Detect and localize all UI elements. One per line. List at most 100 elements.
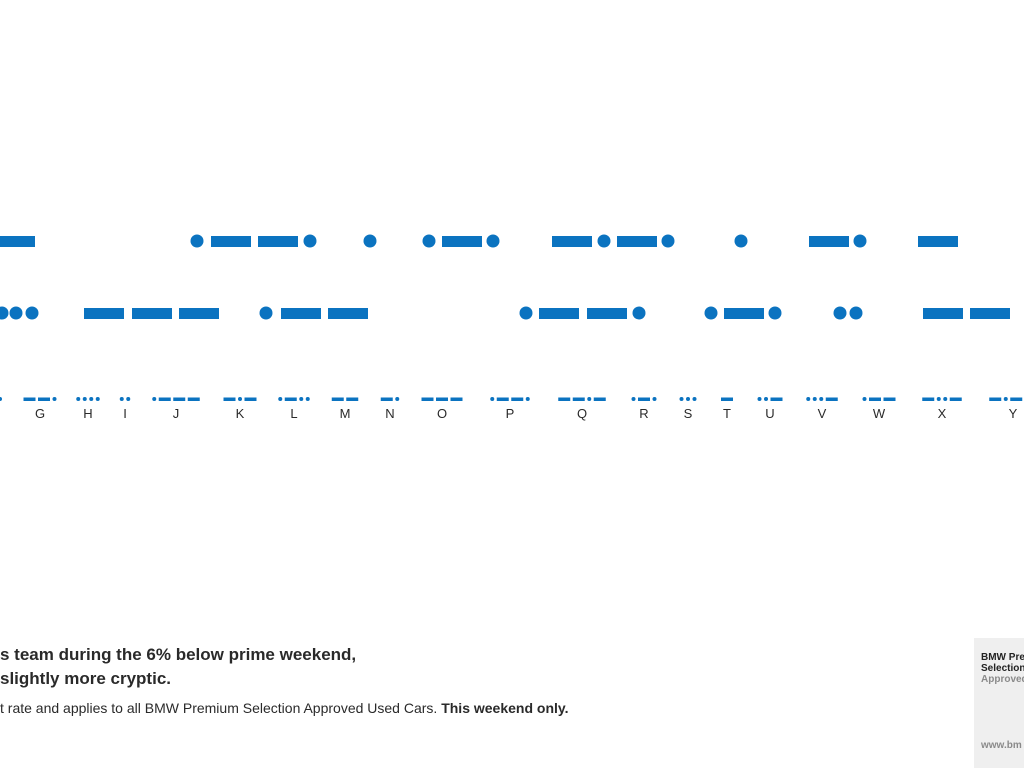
morse-dot bbox=[25, 306, 39, 320]
legend-letter-m: M bbox=[339, 406, 351, 421]
morse-dot bbox=[632, 306, 646, 320]
morse-dash bbox=[809, 236, 849, 247]
morse-dot bbox=[734, 234, 748, 248]
legend-dot bbox=[764, 397, 768, 401]
morse-dot bbox=[704, 306, 718, 320]
morse-dot bbox=[849, 306, 863, 320]
legend-dash bbox=[436, 397, 448, 401]
legend-dash bbox=[989, 397, 1002, 401]
legend-dot bbox=[126, 397, 131, 401]
brand-url: www.bm bbox=[981, 740, 1022, 751]
legend-letter-h: H bbox=[83, 406, 93, 421]
morse-dash bbox=[918, 236, 958, 247]
morse-dash bbox=[587, 308, 627, 319]
legend-dot bbox=[0, 397, 2, 401]
legend-dot bbox=[152, 397, 157, 401]
morse-dash bbox=[724, 308, 764, 319]
legend-dash bbox=[173, 397, 186, 401]
legend-letter-g: G bbox=[34, 406, 46, 421]
legend-dash bbox=[572, 397, 585, 401]
legend-dot bbox=[862, 397, 867, 401]
legend-dash bbox=[331, 397, 344, 401]
legend-dash bbox=[496, 397, 509, 401]
legend-dot bbox=[278, 397, 283, 401]
legend-dot bbox=[525, 397, 530, 401]
morse-dot bbox=[259, 306, 273, 320]
brand-line-2: Selection bbox=[981, 663, 1024, 674]
legend-dot bbox=[936, 397, 941, 401]
bmw-brand-panel: BMW Pre Selection Approved www.bm bbox=[974, 638, 1024, 768]
legend-letter-k: K bbox=[235, 406, 245, 421]
morse-dash bbox=[442, 236, 482, 247]
offer-emphasis: This weekend only. bbox=[441, 700, 569, 716]
legend-letter-j: J bbox=[172, 406, 180, 421]
legend-dash bbox=[380, 397, 393, 401]
legend-letter-x: X bbox=[937, 406, 947, 421]
legend-dash bbox=[421, 397, 434, 401]
morse-dash bbox=[328, 308, 368, 319]
legend-letter-v: V bbox=[817, 406, 827, 421]
legend-letter-t: T bbox=[723, 406, 731, 421]
legend-dash bbox=[883, 397, 896, 401]
legend-dash bbox=[949, 397, 962, 401]
morse-dot bbox=[661, 234, 675, 248]
legend-dash bbox=[223, 397, 236, 401]
legend-dot bbox=[652, 397, 657, 401]
legend-dot bbox=[490, 397, 495, 401]
legend-dot bbox=[757, 397, 762, 401]
morse-dot bbox=[303, 234, 317, 248]
morse-dash bbox=[84, 308, 124, 319]
legend-dash bbox=[922, 397, 935, 401]
legend-letter-p: P bbox=[505, 406, 515, 421]
legend-dot bbox=[76, 397, 81, 401]
legend-dot bbox=[52, 397, 57, 401]
morse-dash bbox=[539, 308, 579, 319]
morse-dash bbox=[617, 236, 657, 247]
legend-dot bbox=[692, 397, 697, 401]
legend-dot bbox=[812, 397, 817, 401]
morse-dash bbox=[258, 236, 298, 247]
morse-dash bbox=[211, 236, 251, 247]
legend-dash bbox=[244, 397, 257, 401]
legend-letter-q: Q bbox=[576, 406, 588, 421]
legend-dot bbox=[587, 397, 592, 401]
morse-dash bbox=[179, 308, 219, 319]
legend-dash bbox=[187, 397, 200, 401]
legend-dash bbox=[593, 397, 606, 401]
morse-dash bbox=[132, 308, 172, 319]
legend-letter-w: W bbox=[872, 406, 886, 421]
morse-dash bbox=[970, 308, 1010, 319]
morse-dot bbox=[486, 234, 500, 248]
legend-letter-u: U bbox=[765, 406, 775, 421]
offer-description: t rate and applies to all BMW Premium Se… bbox=[0, 700, 438, 716]
legend-dot bbox=[1003, 397, 1008, 401]
headline-line-1: s team during the 6% below prime weekend… bbox=[0, 645, 357, 664]
legend-dash bbox=[721, 397, 733, 401]
legend-dot bbox=[299, 397, 304, 401]
legend-letter-r: R bbox=[639, 406, 649, 421]
legend-dash bbox=[450, 397, 463, 401]
legend-dash bbox=[825, 397, 838, 401]
legend-letter-i: I bbox=[123, 406, 127, 421]
morse-dot bbox=[363, 234, 377, 248]
legend-letter-o: O bbox=[436, 406, 448, 421]
legend-letter-y: Y bbox=[1008, 406, 1018, 421]
morse-dot bbox=[519, 306, 533, 320]
morse-dash bbox=[281, 308, 321, 319]
legend-dash bbox=[1010, 397, 1023, 401]
morse-dot bbox=[853, 234, 867, 248]
legend-letter-n: N bbox=[385, 406, 395, 421]
brand-line-1: BMW Pre bbox=[981, 652, 1024, 663]
morse-code-graphic bbox=[0, 234, 1023, 401]
morse-dot bbox=[0, 306, 9, 320]
legend-dot bbox=[631, 397, 636, 401]
legend-dot bbox=[119, 397, 124, 401]
legend-dash bbox=[511, 397, 524, 401]
legend-dot bbox=[943, 397, 948, 401]
offer-body-text: t rate and applies to all BMW Premium Se… bbox=[0, 700, 569, 716]
legend-dot bbox=[238, 397, 242, 401]
legend-dot bbox=[82, 397, 87, 401]
legend-dash bbox=[38, 397, 50, 401]
morse-dash bbox=[552, 236, 592, 247]
morse-dot bbox=[422, 234, 436, 248]
